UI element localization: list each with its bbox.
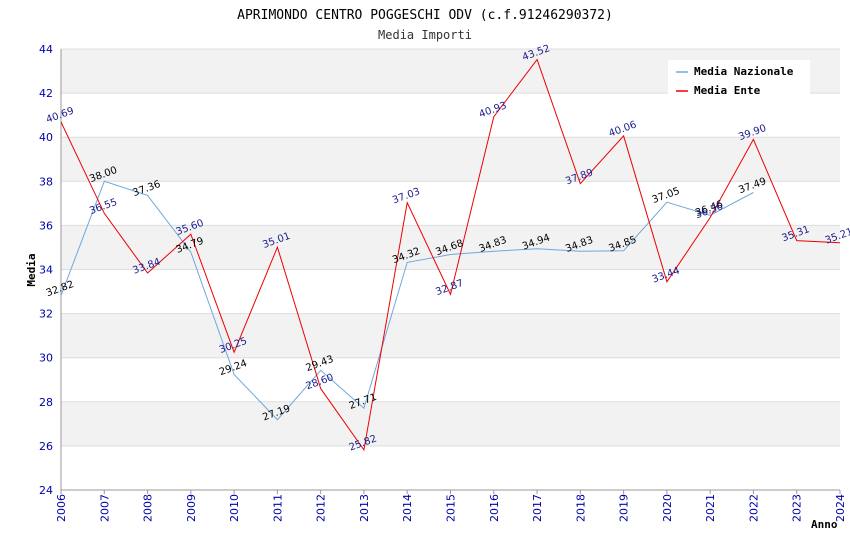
series-line-media-nazionale	[60, 180, 754, 421]
chart-subtitle: Media Importi	[378, 28, 472, 42]
x-tick-label: 2020	[661, 494, 674, 522]
x-tick-labels: 2006 2007 2008 2009 2010 2011 2012 2013 2014 2015…	[55, 494, 847, 522]
legend-label-media-nazionale: Media Nazionale	[694, 65, 794, 78]
y-tick-labels: 24 26 28 30 32 34 36 38 40 42 44	[39, 43, 53, 497]
x-tick-label: 2016	[488, 494, 501, 522]
y-axis-label: Media	[25, 253, 38, 286]
grid-band	[61, 137, 840, 182]
x-tick-label: 2024	[834, 494, 847, 522]
y-tick-label: 24	[39, 484, 53, 497]
x-tick-label: 2017	[531, 494, 544, 522]
series-lines	[60, 58, 841, 452]
y-tick-label: 44	[39, 43, 53, 56]
x-tick-label: 2021	[704, 494, 717, 522]
x-axis-label: Anno	[811, 518, 838, 531]
chart-title: APRIMONDO CENTRO POGGESCHI ODV (c.f.9124…	[237, 8, 613, 23]
grid-band	[61, 269, 840, 314]
x-tick-label: 2019	[618, 494, 631, 522]
x-tick-label: 2009	[185, 494, 198, 522]
x-tick-label: 2023	[791, 494, 804, 522]
x-tick-label: 2014	[401, 494, 414, 522]
x-tick-label: 2008	[142, 494, 155, 522]
grid-band	[61, 93, 840, 138]
x-tick-label: 2011	[271, 494, 284, 522]
grid-bands	[61, 49, 840, 490]
legend-box	[668, 60, 810, 98]
x-tick-label: 2015	[445, 494, 458, 522]
y-tick-label: 28	[39, 396, 53, 409]
legend: Media Nazionale Media Ente	[668, 60, 810, 98]
x-tick-label: 2007	[98, 494, 111, 522]
y-tick-label: 34	[39, 264, 53, 277]
x-tick-label: 2013	[358, 494, 371, 522]
grid-band	[61, 225, 840, 270]
x-tick-label: 2010	[228, 494, 241, 522]
y-tick-label: 38	[39, 175, 53, 188]
y-tick-label: 42	[39, 87, 53, 100]
legend-label-media-ente: Media Ente	[694, 84, 761, 97]
grid-band	[61, 401, 840, 446]
grid-band	[61, 357, 840, 402]
y-tick-label: 36	[39, 219, 53, 232]
x-tick-label: 2012	[315, 494, 328, 522]
grid-band	[61, 445, 840, 490]
x-tick-label: 2006	[55, 494, 68, 522]
series-line-media-ente	[60, 58, 841, 452]
y-tick-label: 30	[39, 352, 53, 365]
grid-band	[61, 181, 840, 226]
x-tick-label: 2018	[574, 494, 587, 522]
y-tick-label: 32	[39, 308, 53, 321]
y-tick-label: 26	[39, 440, 53, 453]
x-tick-label: 2022	[747, 494, 760, 522]
y-tick-label: 40	[39, 131, 53, 144]
grid-band	[61, 313, 840, 358]
